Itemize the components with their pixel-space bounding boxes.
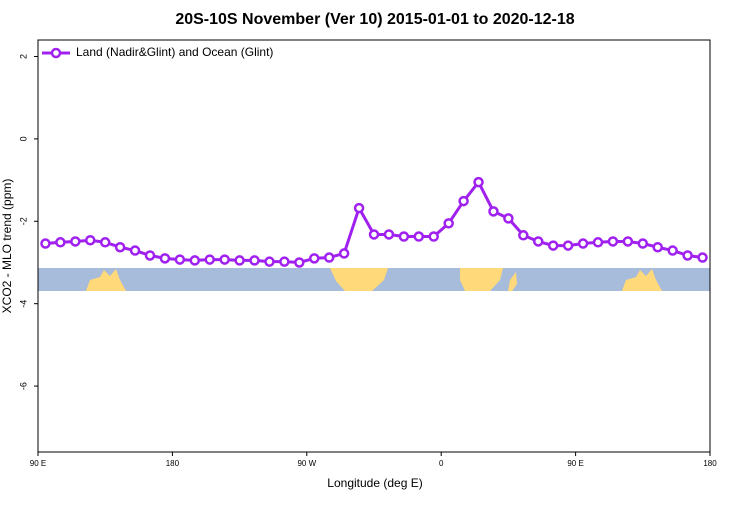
data-point	[428, 231, 439, 242]
data-point	[652, 241, 663, 253]
data-point	[234, 255, 245, 266]
data-point	[697, 252, 708, 263]
x-tick-label: 90 W	[297, 459, 316, 468]
data-point	[70, 236, 81, 247]
data-point	[547, 240, 559, 251]
data-point	[40, 238, 51, 249]
x-tick-label: 0	[439, 459, 444, 468]
data-point	[667, 245, 678, 256]
y-tick-label: 0	[18, 136, 28, 141]
data-point	[323, 252, 335, 263]
y-tick-label: -2	[18, 217, 28, 225]
data-point	[637, 238, 649, 249]
data-point	[488, 206, 499, 217]
data-point	[174, 254, 186, 265]
data-point	[368, 229, 380, 240]
data-point	[114, 241, 126, 253]
data-point	[682, 250, 693, 261]
data-point	[204, 254, 215, 265]
data-point	[398, 231, 410, 242]
data-point	[383, 229, 395, 240]
data-point	[85, 234, 96, 246]
data-point	[562, 240, 574, 251]
data-point	[219, 254, 230, 265]
data-point	[577, 238, 589, 249]
data-point	[443, 218, 454, 229]
y-tick-label: -6	[18, 382, 28, 390]
data-point	[159, 253, 171, 264]
data-point	[592, 237, 604, 248]
legend-marker	[50, 47, 62, 59]
y-axis-label: XCO2 - MLO trend (ppm)	[0, 179, 14, 314]
x-tick-label: 180	[166, 459, 180, 468]
x-axis-label: Longitude (deg E)	[327, 476, 422, 490]
data-point	[264, 256, 275, 267]
data-point	[413, 231, 425, 242]
data-point	[533, 236, 544, 247]
data-point	[622, 236, 634, 247]
plot-frame	[37, 39, 711, 453]
data-point	[518, 230, 529, 241]
chart-title: 20S-10S November (Ver 10) 2015-01-01 to …	[175, 11, 574, 28]
data-point	[353, 202, 365, 214]
data-point	[279, 256, 290, 267]
data-point	[503, 213, 514, 224]
data-point	[55, 237, 66, 248]
y-tick-label: -4	[18, 300, 28, 308]
data-point	[129, 245, 141, 256]
x-tick-label: 180	[703, 459, 717, 468]
x-tick-label: 90 E	[567, 459, 583, 468]
y-tick-label: 2	[18, 54, 28, 59]
x-tick-label: 90 E	[30, 459, 46, 468]
legend-label: Land (Nadir&Glint) and Ocean (Glint)	[76, 45, 273, 59]
data-point	[144, 250, 156, 261]
data-point	[99, 237, 111, 248]
series-line	[45, 179, 703, 264]
data-point	[294, 257, 305, 268]
data-point	[338, 248, 350, 259]
data-point	[249, 255, 260, 266]
data-point	[189, 255, 201, 266]
data-point	[607, 236, 619, 247]
map-strip	[38, 268, 710, 291]
data-point	[458, 195, 469, 207]
data-point	[309, 253, 320, 264]
data-point	[473, 176, 484, 188]
